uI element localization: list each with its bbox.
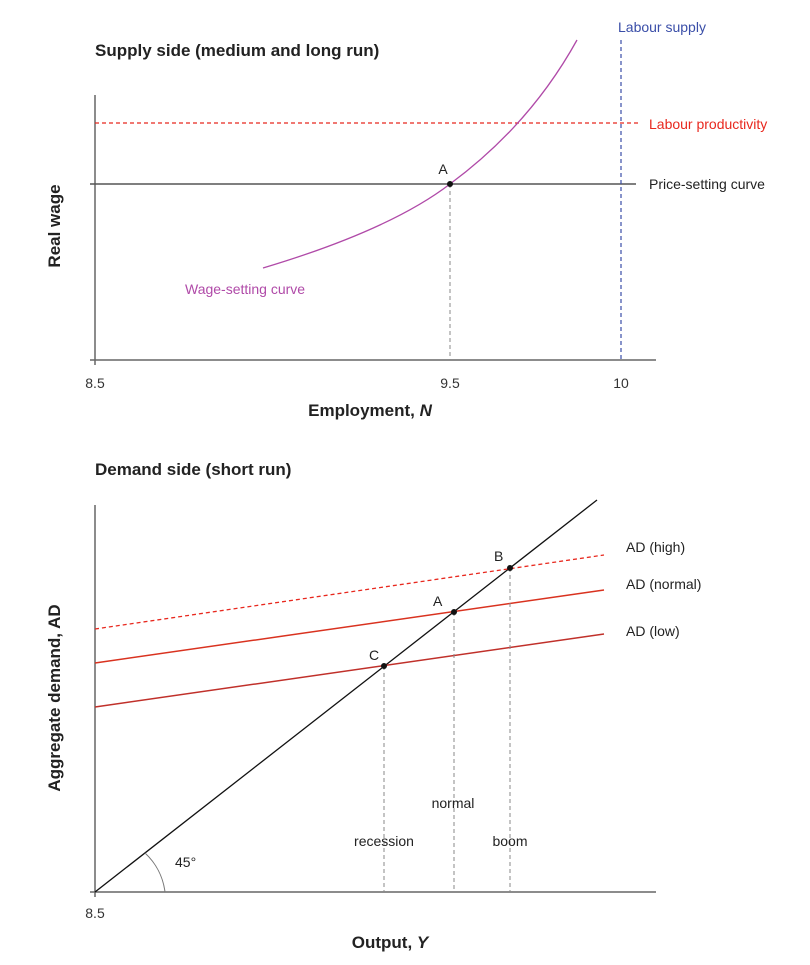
supply-title: Supply side (medium and long run) (95, 41, 379, 60)
normal-label: normal (432, 795, 475, 811)
point-a-label: A (433, 593, 443, 609)
demand-y-label: Aggregate demand, AD (45, 604, 64, 791)
supply-y-label: Real wage (45, 184, 64, 267)
point-a (447, 181, 453, 187)
point-a-label: A (438, 161, 448, 177)
ad-low-label: AD (low) (626, 623, 680, 639)
supply-x-label: Employment, N (308, 401, 432, 420)
labour-supply-label: Labour supply (618, 19, 706, 35)
demand-x-label: Output, Y (352, 933, 430, 952)
point-b (507, 565, 513, 571)
angle-label: 45° (175, 854, 196, 870)
boom-label: boom (492, 833, 527, 849)
demand-tick: 8.5 (85, 905, 105, 921)
point-b-label: B (494, 548, 503, 564)
point-c (381, 663, 387, 669)
angle-arc (144, 852, 166, 893)
supply-tick: 8.5 (85, 375, 105, 391)
price-setting-label: Price-setting curve (649, 176, 765, 192)
45-degree-line (94, 499, 598, 893)
wage-setting-curve (262, 39, 578, 269)
point-a (451, 609, 457, 615)
supply-tick: 10 (613, 375, 629, 391)
ad-low-line (94, 633, 605, 708)
labour-productivity-label: Labour productivity (649, 116, 767, 132)
point-c-label: C (369, 647, 379, 663)
recession-label: recession (354, 833, 414, 849)
ad-normal-line (94, 589, 605, 664)
ad-normal-label: AD (normal) (626, 576, 701, 592)
ad-high-label: AD (high) (626, 539, 685, 555)
ad-high-line (94, 554, 605, 630)
wage-setting-label: Wage-setting curve (185, 281, 305, 297)
demand-title: Demand side (short run) (95, 460, 291, 479)
supply-tick: 9.5 (440, 375, 460, 391)
